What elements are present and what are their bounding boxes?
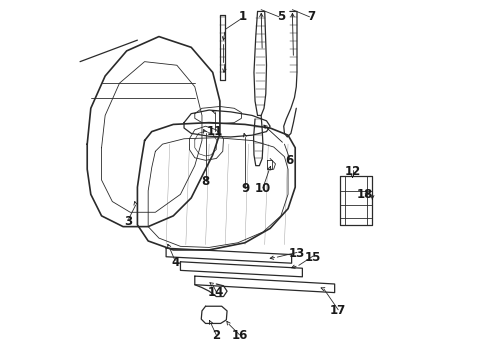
Text: 17: 17 xyxy=(330,305,346,318)
Text: 14: 14 xyxy=(208,287,224,300)
Text: 8: 8 xyxy=(201,175,210,188)
Text: 9: 9 xyxy=(241,183,249,195)
Text: 15: 15 xyxy=(305,251,321,264)
Text: 2: 2 xyxy=(212,329,220,342)
Text: 4: 4 xyxy=(171,256,179,269)
Text: 13: 13 xyxy=(289,247,305,260)
Text: 1: 1 xyxy=(239,10,247,23)
Text: 7: 7 xyxy=(307,10,316,23)
Text: 12: 12 xyxy=(344,165,361,177)
Text: 5: 5 xyxy=(277,10,285,23)
Text: 3: 3 xyxy=(124,215,132,228)
Text: 16: 16 xyxy=(231,329,248,342)
Text: 11: 11 xyxy=(206,125,222,138)
Text: 10: 10 xyxy=(255,183,271,195)
Text: 18: 18 xyxy=(357,188,373,201)
Text: 6: 6 xyxy=(286,154,294,167)
